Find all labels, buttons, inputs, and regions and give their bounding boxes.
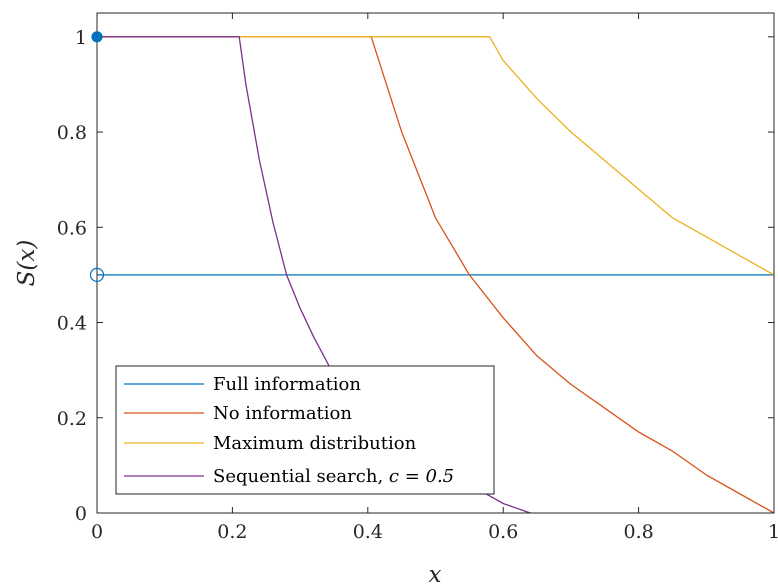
legend-entry: Sequential search, c = 0.5 <box>213 466 454 487</box>
x-axis-label: x <box>429 562 442 585</box>
legend-math: c = 0.5 <box>389 466 454 487</box>
y-tick-label: 0 <box>75 503 87 525</box>
y-tick-label: 1 <box>75 27 87 49</box>
legend-box <box>115 365 495 495</box>
y-tick-label: 0.6 <box>57 217 87 239</box>
x-tick-label: 0.6 <box>488 521 518 543</box>
legend-entry: Full information <box>213 374 361 395</box>
legend: Full information No information Maximum di… <box>115 365 495 495</box>
filled-circle-marker <box>91 31 103 43</box>
y-tick-label: 0.2 <box>57 408 87 430</box>
y-tick-label: 0.4 <box>57 313 87 335</box>
open-circle-marker <box>89 267 105 283</box>
plot-frame <box>96 12 775 514</box>
x-tick-label: 0.8 <box>623 521 653 543</box>
x-tick-label: 0 <box>91 521 103 543</box>
x-tick-label: 0.2 <box>217 521 247 543</box>
legend-entry: Maximum distribution <box>213 433 417 454</box>
series-layer <box>97 36 775 514</box>
x-tick-label: 0.4 <box>353 521 383 543</box>
y-tick-label: 0.8 <box>57 122 87 144</box>
series-line-2 <box>97 36 775 276</box>
y-axis-label: S(x) <box>14 240 40 287</box>
series-line-1 <box>97 36 775 514</box>
tick-layer: 0 0.2 0.4 0.6 0.8 1 0 0.2 0.4 0.6 0.8 1 <box>57 13 778 543</box>
legend-entry: No information <box>213 403 352 424</box>
x-tick-label: 1 <box>768 521 778 543</box>
